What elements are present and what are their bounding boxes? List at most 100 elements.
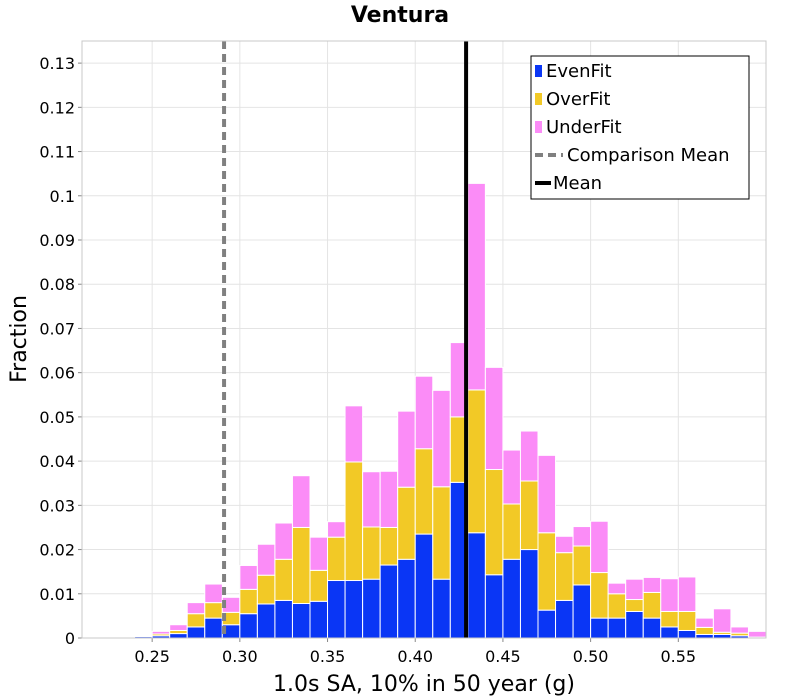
bar-evenfit <box>502 558 521 639</box>
x-tick-label: 0.40 <box>397 647 433 666</box>
bar-underfit <box>660 578 679 612</box>
y-axis-ticks: 0 0.01 0.02 0.03 0.04 0.05 0.06 0.07 0.08 0.09 0.1… <box>39 54 82 648</box>
bar-underfit <box>274 522 293 560</box>
bar-evenfit <box>379 564 399 639</box>
bar-underfit <box>291 475 311 528</box>
bar-underfit <box>537 454 557 534</box>
bar-evenfit <box>712 633 732 639</box>
y-tick-label: 0.1 <box>50 187 75 206</box>
bar-evenfit <box>397 558 416 639</box>
bar-overfit <box>537 532 557 611</box>
bar-underfit <box>239 564 258 590</box>
bar-underfit <box>344 405 364 463</box>
legend-label: UnderFit <box>546 117 622 138</box>
bar-underfit <box>747 630 767 638</box>
bar-overfit <box>362 526 381 580</box>
x-tick-label: 0.45 <box>485 647 521 666</box>
bar-underfit <box>309 536 329 571</box>
y-tick-label: 0.11 <box>39 143 75 162</box>
bar-overfit <box>660 610 679 628</box>
reference-lines <box>222 41 469 638</box>
bar-overfit <box>467 389 486 534</box>
bar-evenfit <box>186 626 206 639</box>
bar-overfit <box>327 536 346 582</box>
bar-overfit <box>397 486 416 560</box>
bar-overfit <box>607 593 627 619</box>
y-tick-label: 0.02 <box>39 541 75 560</box>
bar-evenfit <box>572 584 592 639</box>
bar-evenfit <box>607 617 627 639</box>
bar-underfit <box>467 182 486 391</box>
bar-evenfit <box>362 578 381 639</box>
legend-label: OverFit <box>546 89 610 110</box>
bar-overfit <box>344 461 364 582</box>
bar-evenfit <box>169 633 188 639</box>
bar-overfit <box>256 574 276 605</box>
bar-evenfit <box>204 617 223 639</box>
bar-overfit <box>239 588 258 615</box>
bar-underfit <box>169 624 188 631</box>
bar-evenfit <box>432 578 451 639</box>
legend-swatch <box>535 93 542 105</box>
bar-evenfit <box>291 603 311 639</box>
bar-overfit <box>677 610 697 631</box>
bar-overfit <box>642 591 662 619</box>
bar-evenfit <box>344 580 364 639</box>
legend-label: Mean <box>553 173 602 194</box>
bar-evenfit <box>555 599 574 639</box>
bar-underfit <box>590 520 609 574</box>
bar-underfit <box>519 430 539 482</box>
bar-underfit <box>414 375 434 450</box>
x-tick-label: 0.55 <box>660 647 696 666</box>
bar-overfit <box>274 558 293 601</box>
bar-underfit <box>327 521 346 538</box>
legend-box <box>530 55 750 200</box>
bar-evenfit <box>309 600 329 639</box>
legend-label: EvenFit <box>546 61 612 82</box>
x-tick-label: 0.35 <box>310 647 346 666</box>
x-axis-ticks: 0.25 0.30 0.35 0.40 0.45 0.50 0.55 <box>134 638 696 666</box>
bar-overfit <box>309 569 329 602</box>
bar-evenfit <box>327 580 346 639</box>
bar-evenfit <box>414 533 434 639</box>
bar-evenfit <box>625 610 644 639</box>
legend-swatch <box>535 121 542 133</box>
bar-overfit <box>519 480 539 551</box>
y-tick-label: 0.13 <box>39 54 75 73</box>
bar-evenfit <box>256 603 276 639</box>
bar-underfit <box>502 449 521 505</box>
legend-label: Comparison Mean <box>567 145 730 166</box>
x-axis-label: 1.0s SA, 10% in 50 year (g) <box>273 672 575 697</box>
bar-overfit <box>186 613 206 628</box>
bar-overfit <box>291 526 311 605</box>
bar-underfit <box>625 578 644 601</box>
bar-overfit <box>695 626 714 635</box>
x-tick-label: 0.50 <box>573 647 609 666</box>
y-tick-label: 0.01 <box>39 585 75 604</box>
legend-swatch <box>535 65 542 77</box>
bar-overfit <box>555 552 574 601</box>
y-tick-label: 0.09 <box>39 231 75 250</box>
bar-overfit <box>204 602 223 619</box>
bar-underfit <box>555 535 574 554</box>
plot-frame <box>81 40 767 639</box>
y-tick-label: 0.03 <box>39 496 75 515</box>
bar-underfit <box>432 389 451 488</box>
y-tick-label: 0.07 <box>39 319 75 338</box>
bar-underfit <box>204 583 223 604</box>
bar-overfit <box>590 572 609 619</box>
y-tick-label: 0.06 <box>39 364 75 383</box>
bar-underfit <box>572 526 592 547</box>
bar-overfit <box>484 469 504 576</box>
bar-underfit <box>151 630 171 635</box>
y-tick-label: 0.08 <box>39 275 75 294</box>
bar-underfit <box>397 410 416 488</box>
y-axis-label: Fraction <box>7 295 32 383</box>
bar-evenfit <box>677 629 697 639</box>
bar-underfit <box>379 470 399 528</box>
bars <box>134 182 767 639</box>
bar-overfit <box>414 448 434 535</box>
x-tick-label: 0.25 <box>134 647 170 666</box>
y-tick-label: 0 <box>65 629 75 648</box>
